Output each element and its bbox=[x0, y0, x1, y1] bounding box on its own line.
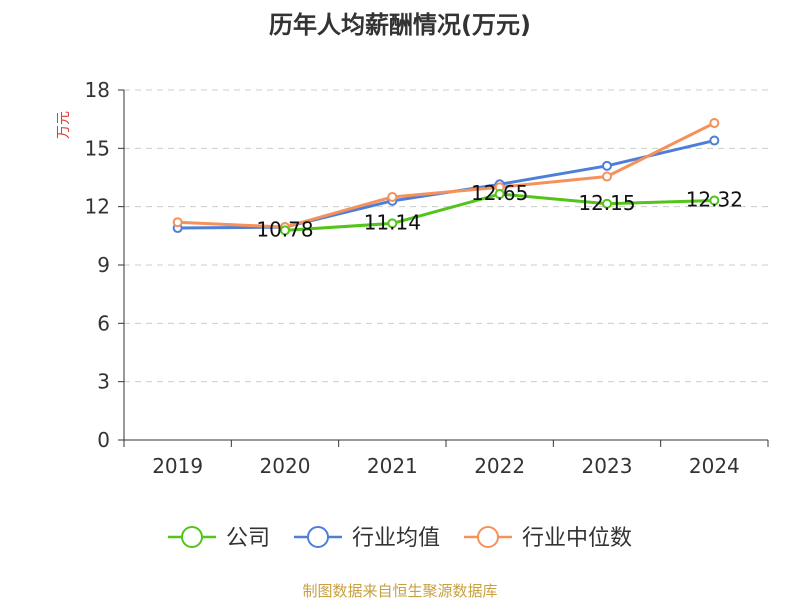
y-tick-label: 9 bbox=[97, 253, 110, 277]
series-0 bbox=[280, 189, 720, 236]
data-label: 11.14 bbox=[364, 210, 421, 234]
series-group bbox=[172, 118, 720, 236]
data-point[interactable] bbox=[602, 198, 612, 209]
legend-item-2[interactable]: 行业中位数 bbox=[464, 526, 632, 551]
data-point[interactable] bbox=[709, 135, 720, 146]
y-tick-label: 12 bbox=[85, 195, 110, 219]
legend-label: 行业均值 bbox=[352, 526, 440, 551]
x-tick-label: 2020 bbox=[260, 454, 311, 478]
data-point[interactable] bbox=[602, 160, 612, 171]
chart-title: 历年人均薪酬情况(万元) bbox=[269, 11, 531, 39]
legend-marker-icon bbox=[306, 526, 329, 548]
grid-lines bbox=[124, 89, 768, 383]
x-tick-label: 2019 bbox=[152, 454, 203, 478]
data-label: 12.32 bbox=[686, 187, 743, 211]
legend-label: 公司 bbox=[226, 526, 270, 551]
y-tick-label: 3 bbox=[97, 370, 110, 394]
data-point[interactable] bbox=[494, 189, 505, 200]
legend[interactable]: 公司 行业均值 行业中位数 bbox=[167, 526, 632, 551]
legend-item-1[interactable]: 行业均值 bbox=[293, 526, 440, 551]
x-tick-label: 2021 bbox=[367, 454, 418, 478]
y-tick-label: 15 bbox=[85, 136, 110, 160]
data-point[interactable] bbox=[280, 225, 290, 236]
y-axis-unit: 万元 bbox=[56, 111, 72, 139]
y-tick-label: 0 bbox=[97, 428, 110, 452]
data-label: 12.15 bbox=[578, 191, 635, 215]
data-label: 12.65 bbox=[471, 181, 528, 205]
x-tick-label: 2024 bbox=[689, 454, 740, 478]
series-line bbox=[177, 121, 716, 229]
legend-marker-icon bbox=[477, 526, 500, 548]
legend-item-0[interactable]: 公司 bbox=[167, 526, 270, 551]
source-note: 制图数据来自恒生聚源数据库 bbox=[302, 582, 497, 600]
series-1 bbox=[172, 135, 720, 234]
y-tick-label: 18 bbox=[85, 78, 110, 102]
data-point[interactable] bbox=[602, 171, 612, 182]
x-tick-label: 2023 bbox=[582, 454, 633, 478]
y-tick-label: 6 bbox=[97, 311, 110, 335]
series-line bbox=[177, 139, 715, 230]
data-label: 10.78 bbox=[256, 217, 313, 241]
data-point[interactable] bbox=[387, 191, 398, 202]
data-point[interactable] bbox=[387, 218, 398, 229]
legend-marker-icon bbox=[180, 526, 203, 548]
series-2 bbox=[172, 118, 720, 233]
data-point[interactable] bbox=[709, 118, 720, 129]
axes: 0 3 6 9 12 15 18 2019 2020 2021 2022 2023 2024 bbox=[85, 78, 769, 478]
legend-label: 行业中位数 bbox=[522, 526, 632, 551]
data-point[interactable] bbox=[172, 217, 183, 228]
x-tick-label: 2022 bbox=[474, 454, 525, 478]
data-point[interactable] bbox=[709, 195, 720, 206]
data-labels: 10.78 11.14 12.65 12.15 12.32 bbox=[256, 181, 743, 241]
